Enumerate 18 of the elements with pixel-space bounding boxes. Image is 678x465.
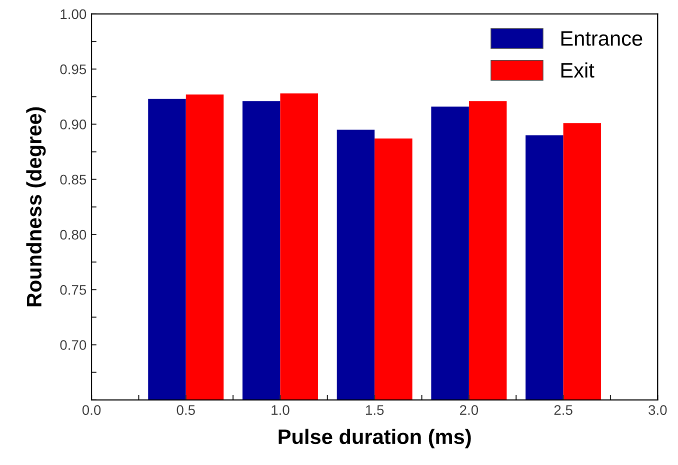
x-tick-label: 0.0	[82, 405, 101, 415]
x-tick-label: 1.5	[366, 405, 384, 415]
y-tick-label: 0.90	[60, 120, 86, 130]
x-tick-label: 2.5	[554, 405, 572, 415]
x-tick-label: 1.0	[272, 405, 290, 415]
x-tick-label: 2.0	[460, 405, 478, 415]
y-tick-label: 0.70	[60, 340, 86, 350]
x-axis-title: Pulse duration (ms)	[278, 428, 471, 448]
y-axis-title: Roundness (degree)	[26, 107, 46, 306]
y-tick-label: 1.00	[60, 9, 86, 20]
y-tick-label: 0.85	[60, 174, 86, 185]
legend-label: Exit	[561, 62, 594, 78]
y-tick-label: 0.95	[60, 64, 86, 74]
x-tick-label: 0.5	[176, 405, 195, 415]
y-tick-label: 0.75	[60, 284, 86, 295]
y-tick-label: 0.80	[60, 230, 86, 240]
legend-label: Entrance	[561, 31, 642, 46]
x-tick-label: 3.0	[648, 405, 667, 415]
